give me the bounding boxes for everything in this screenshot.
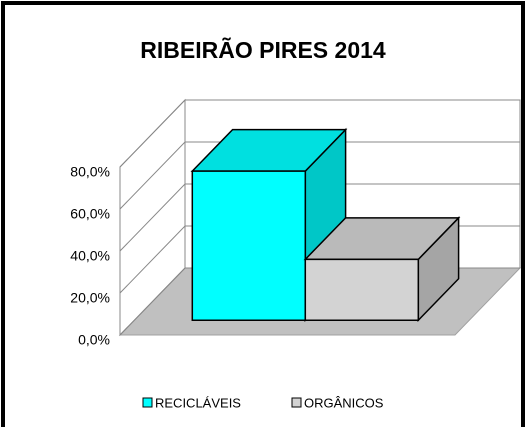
bar-front [191, 170, 307, 322]
y-tick-label: 40,0% [70, 248, 110, 264]
legend-swatch [142, 397, 153, 408]
y-tick-label: 60,0% [70, 206, 110, 222]
legend-label: ORGÂNICOS [304, 395, 384, 410]
chart-title: RIBEIRÃO PIRES 2014 [140, 36, 386, 63]
legend-swatch [291, 397, 302, 408]
grid-line [119, 141, 520, 210]
legend-label: RECICLÁVEIS [155, 395, 241, 410]
y-tick-label: 20,0% [70, 290, 110, 306]
y-tick-label: 80,0% [70, 164, 110, 180]
bar-front [304, 258, 420, 322]
y-tick-label: 0,0% [78, 332, 110, 348]
bar [303, 215, 461, 323]
grid-line [119, 183, 520, 252]
grid-line [119, 99, 520, 168]
